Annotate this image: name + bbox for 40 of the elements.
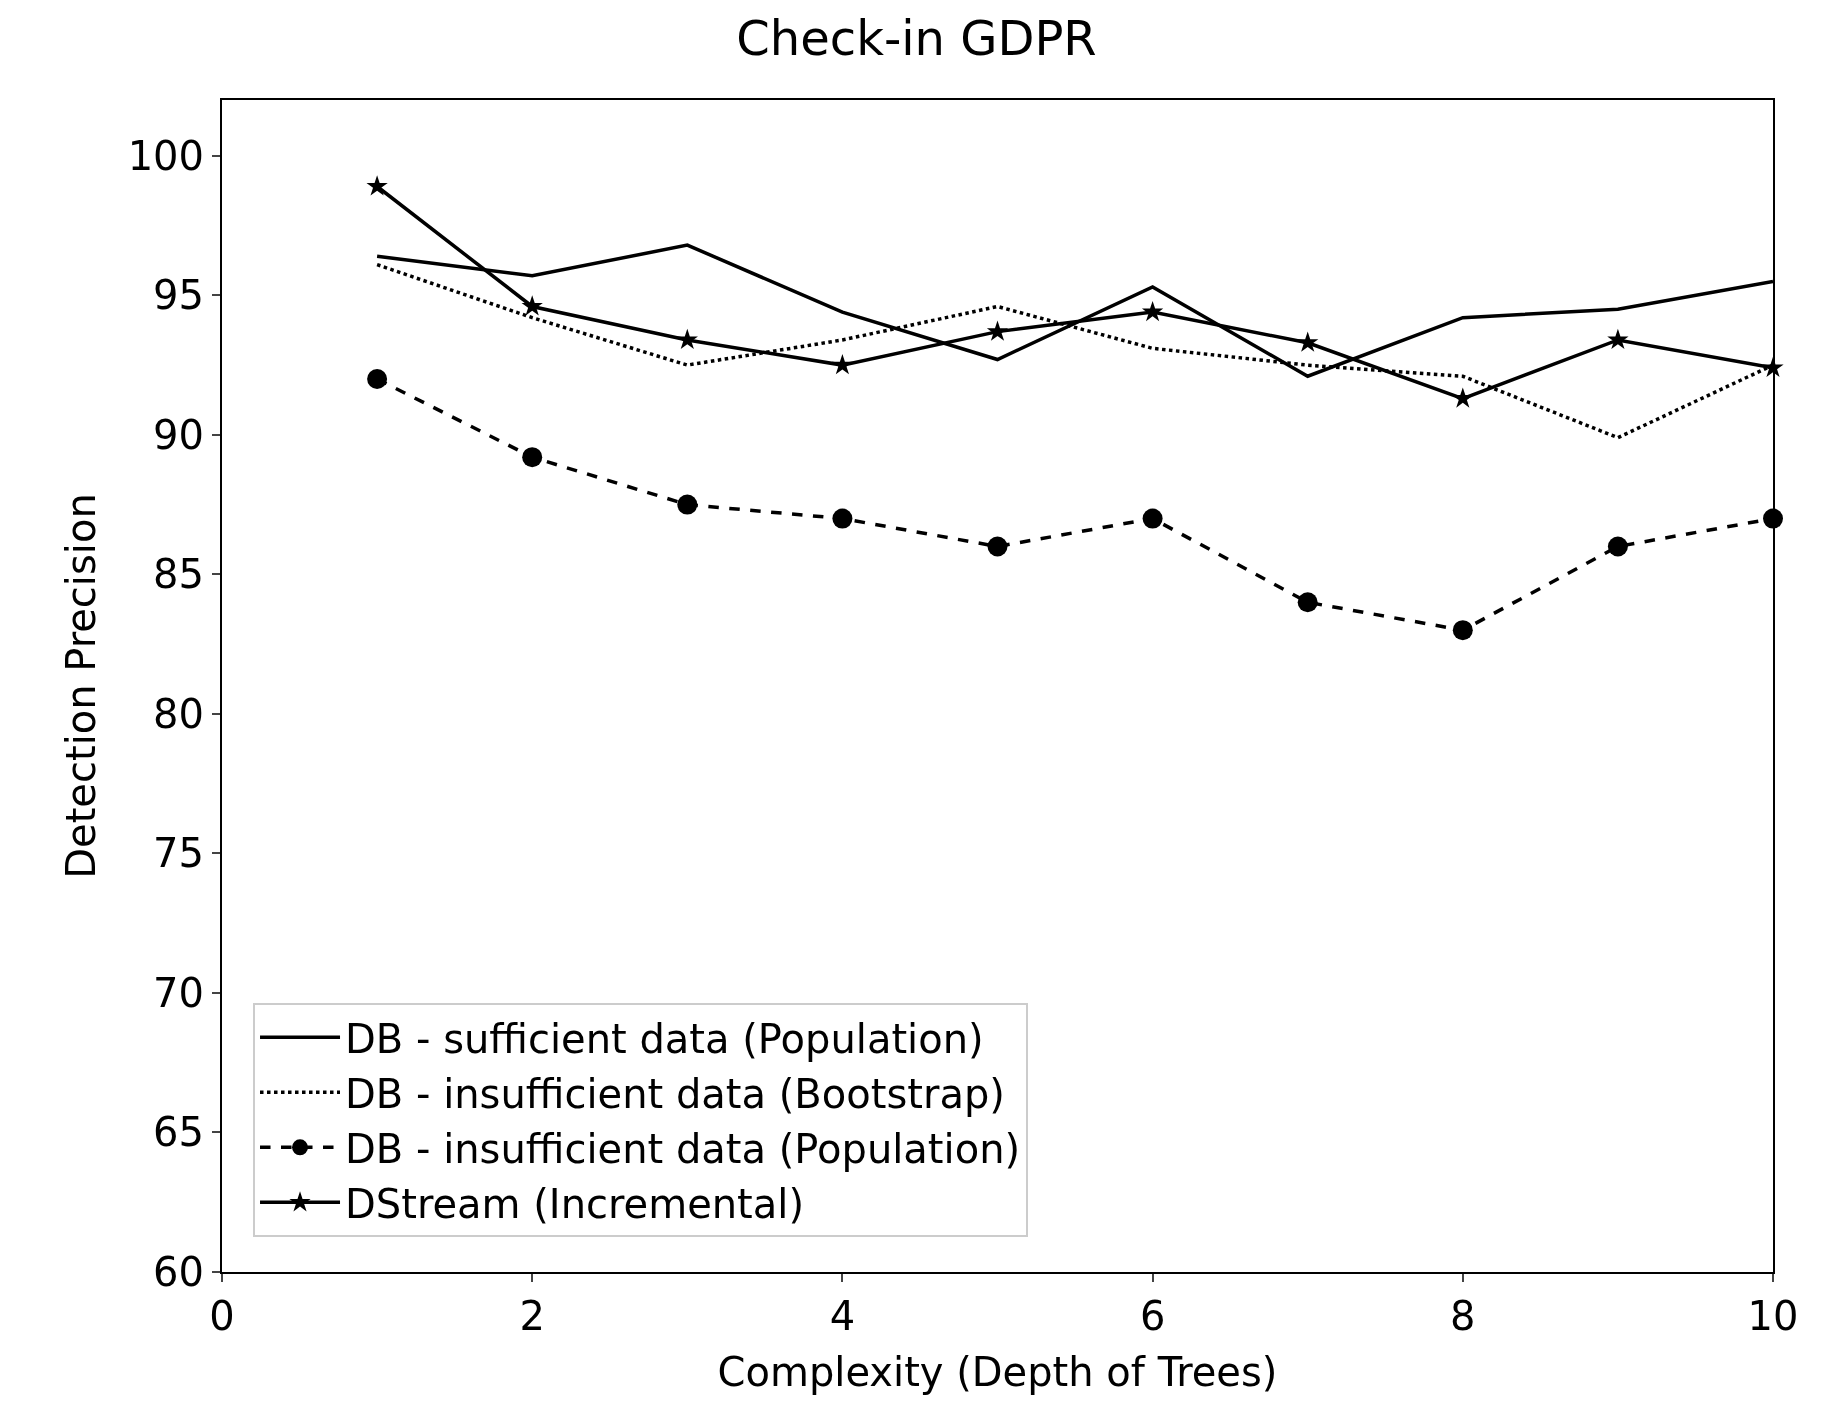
- legend-label: DB - insufficient data (Population): [345, 1125, 1021, 1172]
- point: [366, 175, 388, 196]
- point: [1297, 592, 1318, 613]
- y-tick-label: 70: [153, 969, 204, 1016]
- x-axis-title: Complexity (Depth of Trees): [717, 1349, 1278, 1395]
- point: [986, 320, 1009, 341]
- legend-label: DStream (Incremental): [345, 1180, 805, 1227]
- point: [1452, 620, 1473, 641]
- legend-label: DB - sufficient data (Population): [345, 1015, 984, 1062]
- y-tick-label: 90: [153, 411, 204, 458]
- point: [831, 353, 854, 375]
- point: [987, 536, 1008, 557]
- point: [676, 328, 698, 350]
- y-axis-title: Detection Precision: [57, 493, 104, 879]
- point: [1607, 328, 1629, 350]
- x-tick-label: 0: [209, 1293, 235, 1339]
- chart-title: Check-in GDPR: [736, 9, 1097, 66]
- y-tick-label: 95: [153, 272, 204, 319]
- point: [1142, 508, 1163, 529]
- point: [832, 508, 853, 529]
- x-tick-label: 10: [1747, 1293, 1799, 1339]
- point: [1141, 300, 1164, 322]
- legend-label: DB - insufficient data (Bootstrap): [345, 1070, 1005, 1117]
- point: [1452, 387, 1474, 408]
- x-tick-label: 4: [829, 1293, 856, 1339]
- point: [1607, 536, 1628, 557]
- x-tick-label: 8: [1450, 1293, 1476, 1339]
- y-tick-label: 85: [153, 551, 204, 598]
- y-tick-label: 80: [153, 690, 204, 737]
- point: [677, 494, 698, 515]
- point: [521, 295, 543, 316]
- point: [522, 447, 543, 468]
- point: [1297, 331, 1319, 352]
- y-tick-label: 65: [153, 1109, 204, 1156]
- y-tick-label: 100: [127, 132, 204, 179]
- x-tick-label: 6: [1139, 1293, 1166, 1339]
- y-tick-label: 75: [153, 830, 204, 877]
- point: [367, 369, 388, 390]
- x-tick-label: 2: [519, 1293, 545, 1339]
- y-tick-label: 60: [153, 1249, 204, 1295]
